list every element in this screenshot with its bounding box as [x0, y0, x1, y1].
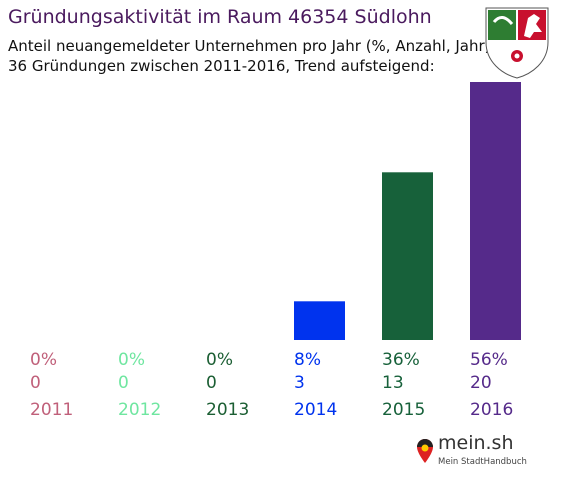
- brand-name: mein.sh: [438, 432, 514, 454]
- brand-logo: mein.sh Mein StadtHandbuch: [416, 430, 527, 474]
- count-label-2013: 0: [206, 373, 217, 393]
- bar-2016: [470, 82, 521, 340]
- count-label-2016: 20: [470, 373, 492, 393]
- nrw-coat-of-arms-icon: [485, 7, 549, 79]
- bar-2015: [382, 172, 433, 340]
- count-label-2011: 0: [30, 373, 41, 393]
- year-label-2011: 2011: [30, 400, 73, 420]
- year-label-2014: 2014: [294, 400, 337, 420]
- map-pin-icon: [417, 439, 433, 463]
- percent-label-2012: 0%: [118, 350, 145, 370]
- percent-label-2015: 36%: [382, 350, 420, 370]
- chart-subtitle-line-2: 36 Gründungen zwischen 2011-2016, Trend …: [8, 57, 435, 75]
- year-label-2015: 2015: [382, 400, 425, 420]
- count-label-2015: 13: [382, 373, 404, 393]
- chart-subtitle-line-1: Anteil neuangemeldeter Unternehmen pro J…: [8, 37, 491, 55]
- bar-2014: [294, 301, 345, 340]
- chart-title: Gründungsaktivität im Raum 46354 Südlohn: [8, 6, 432, 28]
- percent-label-2014: 8%: [294, 350, 321, 370]
- count-label-2014: 3: [294, 373, 305, 393]
- percent-label-2016: 56%: [470, 350, 508, 370]
- percent-label-2013: 0%: [206, 350, 233, 370]
- year-label-2012: 2012: [118, 400, 161, 420]
- percent-label-2011: 0%: [30, 350, 57, 370]
- count-label-2012: 0: [118, 373, 129, 393]
- year-label-2016: 2016: [470, 400, 513, 420]
- brand-tagline: Mein StadtHandbuch: [438, 457, 527, 467]
- year-label-2013: 2013: [206, 400, 249, 420]
